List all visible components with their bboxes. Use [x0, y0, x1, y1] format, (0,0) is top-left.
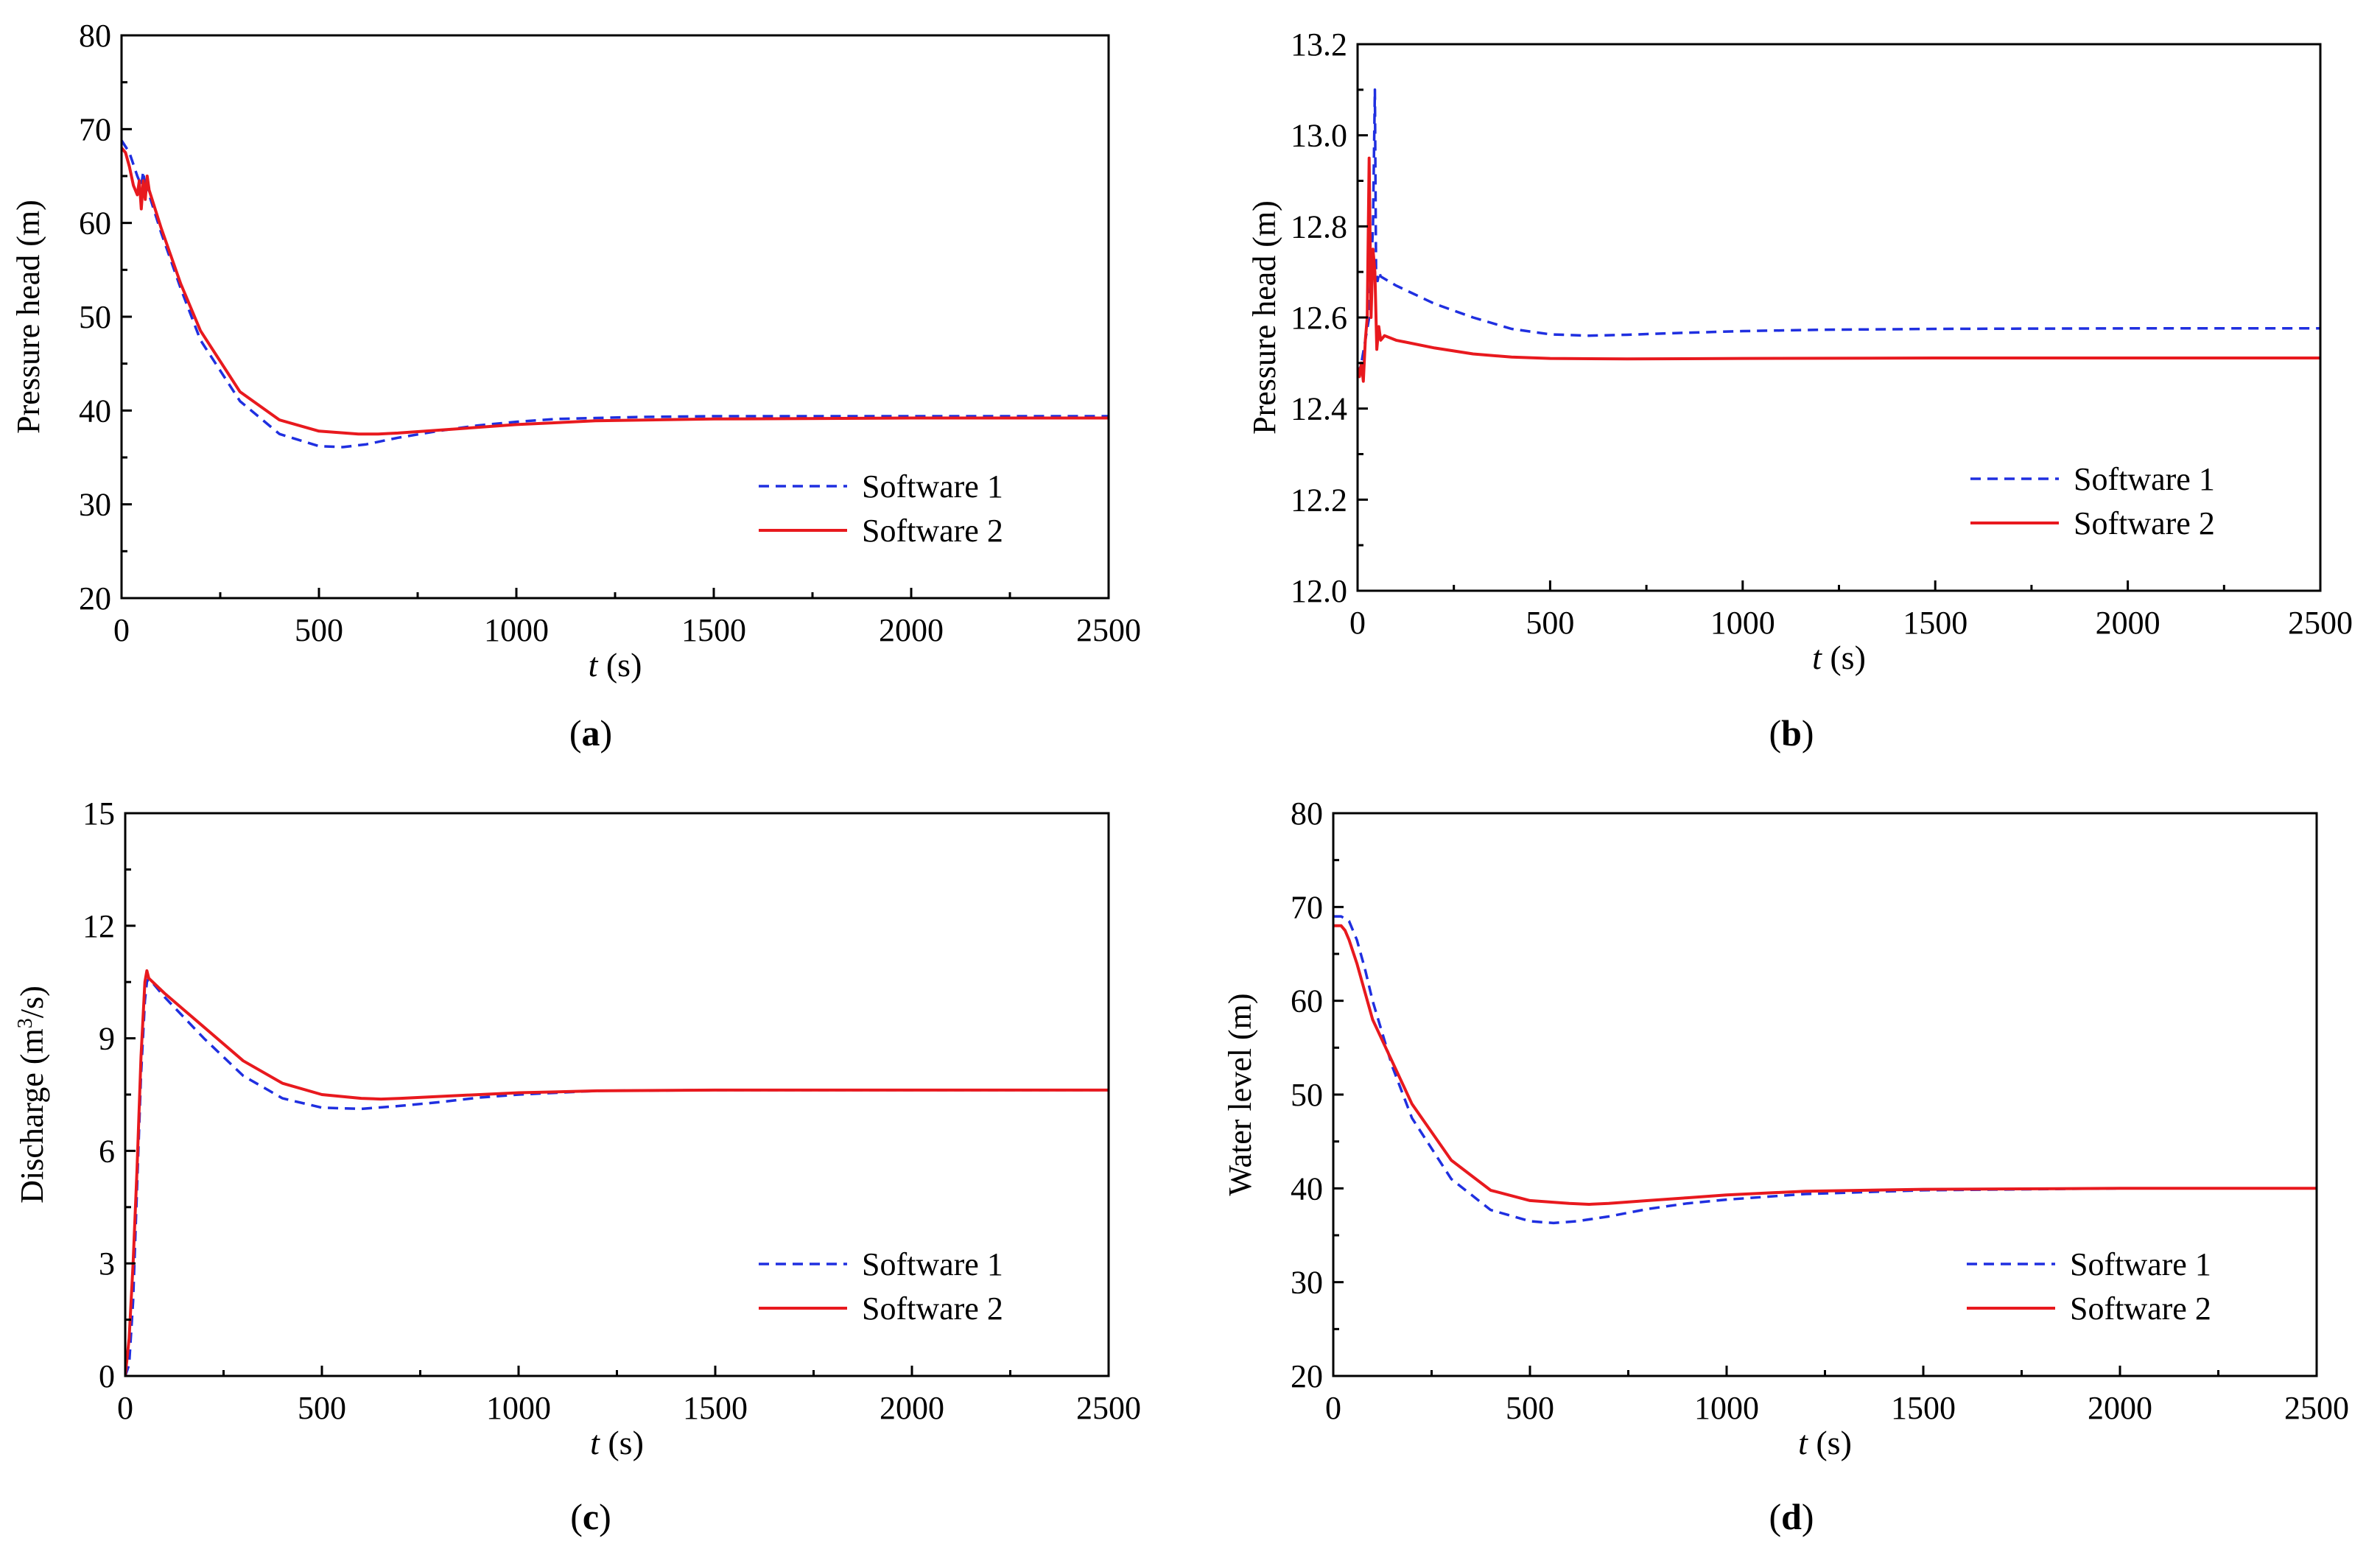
x-axis-label: t (s): [590, 1424, 644, 1461]
y-tick-label: 20: [79, 580, 111, 617]
y-tick-label: 13.2: [1291, 27, 1347, 63]
x-axis-label: t (s): [589, 646, 642, 684]
x-tick-label: 1000: [484, 612, 549, 648]
x-tick-label: 2000: [879, 612, 944, 648]
y-tick-label: 70: [79, 111, 111, 147]
y-axis-label: Water level (m): [1222, 994, 1258, 1196]
y-axis-label: Pressure head (m): [1246, 200, 1282, 435]
y-tick-label: 12.0: [1291, 573, 1347, 609]
y-tick-label: 40: [1291, 1170, 1323, 1207]
y-tick-label: 20: [1291, 1358, 1323, 1394]
y-tick-label: 12.4: [1291, 391, 1347, 427]
y-tick-label: 60: [1291, 983, 1323, 1019]
y-axis-label: Discharge (m3/s): [14, 986, 51, 1203]
y-tick-label: 12.8: [1291, 208, 1347, 245]
y-tick-label: 30: [1291, 1265, 1323, 1301]
legend-label-1: Software 1: [862, 468, 1003, 505]
y-tick-label: 3: [99, 1246, 115, 1282]
series-line-1: [122, 139, 1109, 449]
y-tick-label: 0: [99, 1358, 115, 1394]
series-line-2: [125, 969, 1109, 1376]
x-tick-label: 0: [113, 612, 130, 648]
x-tick-label: 1000: [486, 1390, 551, 1426]
panel-caption-d: (d): [1769, 1496, 1814, 1537]
x-axis-label: t (s): [1798, 1424, 1852, 1461]
y-tick-label: 40: [79, 393, 111, 429]
legend: Software 1 Software 2: [759, 1246, 1003, 1327]
x-tick-label: 1500: [681, 612, 746, 648]
y-tick-label: 13.0: [1291, 118, 1347, 154]
chart-panel-b: 0 500 1000 1500 2000 2500 12.0 12.2 12.4 12.6 12.8…: [1246, 27, 2353, 754]
y-tick-label: 9: [99, 1021, 115, 1057]
y-tick-label: 80: [1291, 796, 1323, 832]
panel-caption-b: (b): [1769, 712, 1814, 754]
legend: Software 1 Software 2: [1967, 1246, 2211, 1327]
x-tick-label: 1000: [1694, 1390, 1759, 1426]
series-line-1: [1358, 88, 2320, 377]
legend-label-2: Software 2: [2074, 505, 2215, 541]
panel-caption-a: (a): [569, 712, 612, 754]
y-tick-label: 50: [1291, 1077, 1323, 1113]
x-tick-label: 0: [1325, 1390, 1341, 1426]
legend-label-1: Software 1: [2070, 1246, 2211, 1282]
x-tick-label: 500: [1526, 605, 1574, 641]
x-tick-label: 2000: [2096, 605, 2160, 641]
x-tick-label: 0: [1349, 605, 1366, 641]
y-tick-label: 70: [1291, 889, 1323, 925]
y-tick-label: 15: [83, 796, 115, 832]
y-tick-label: 60: [79, 206, 111, 242]
chart-panel-a: 0 500 1000 1500 2000 2500 20 30 40 50 60 70 80 t (s) P…: [10, 18, 1141, 754]
x-tick-label: 1500: [1903, 605, 1967, 641]
legend-label-2: Software 2: [862, 1291, 1003, 1327]
x-tick-label: 500: [295, 612, 343, 648]
chart-panel-d: 0 500 1000 1500 2000 2500 20 30 40 50 60 70 80 t (s) W…: [1222, 796, 2349, 1537]
x-tick-label: 0: [117, 1390, 133, 1426]
x-tick-label: 2000: [2088, 1390, 2152, 1426]
x-tick-label: 2000: [880, 1390, 944, 1426]
legend-label-2: Software 2: [2070, 1291, 2211, 1327]
x-tick-label: 500: [1506, 1390, 1554, 1426]
legend: Software 1 Software 2: [1970, 461, 2215, 541]
panel-caption-c: (c): [570, 1496, 611, 1537]
legend: Software 1 Software 2: [759, 468, 1003, 549]
x-tick-label: 2500: [1076, 612, 1141, 648]
legend-label-1: Software 1: [862, 1246, 1003, 1282]
legend-label-2: Software 2: [862, 513, 1003, 549]
x-tick-label: 500: [298, 1390, 346, 1426]
series-line-2: [1333, 924, 2317, 1206]
y-tick-label: 12.6: [1291, 300, 1347, 336]
y-axis-label: Pressure head (m): [10, 200, 46, 434]
x-tick-label: 1500: [1891, 1390, 1956, 1426]
series-line-1: [1333, 915, 2317, 1225]
x-axis-label: t (s): [1812, 639, 1866, 676]
y-tick-label: 50: [79, 299, 111, 335]
y-tick-label: 30: [79, 487, 111, 523]
y-tick-label: 12.2: [1291, 482, 1347, 518]
x-tick-label: 2500: [2284, 1390, 2349, 1426]
y-tick-label: 12: [83, 908, 115, 944]
series-line-2: [122, 147, 1109, 436]
legend-label-1: Software 1: [2074, 461, 2215, 497]
x-tick-label: 1000: [1710, 605, 1775, 641]
chart-panel-c: 0 500 1000 1500 2000 2500 0 3 6 9 12 15 t (s) Dischar…: [14, 796, 1142, 1537]
y-tick-label: 80: [79, 18, 111, 54]
y-tick-label: 6: [99, 1133, 115, 1169]
series-line-2: [1358, 156, 2320, 383]
x-tick-label: 2500: [2288, 605, 2353, 641]
x-tick-label: 1500: [683, 1390, 748, 1426]
x-tick-label: 2500: [1076, 1390, 1141, 1426]
